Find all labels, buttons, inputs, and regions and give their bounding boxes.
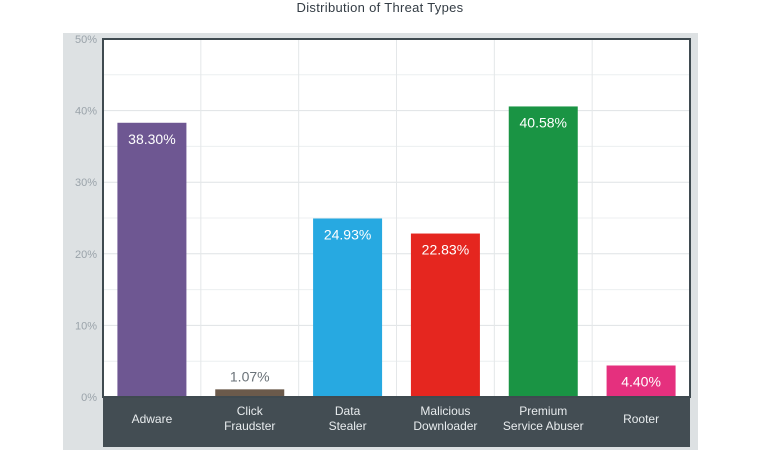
category-label: Rooter — [623, 412, 659, 426]
category-label-line: Service Abuser — [503, 419, 584, 433]
category-label-line: Rooter — [623, 412, 659, 426]
category-label-line: Stealer — [329, 419, 367, 433]
category-label-line: Click — [237, 404, 264, 418]
category-label: Adware — [132, 412, 173, 426]
y-tick-label: 50% — [75, 34, 97, 46]
bar — [313, 218, 383, 397]
y-tick-label: 10% — [75, 320, 97, 332]
category-label-line: Downloader — [413, 419, 477, 433]
bar — [606, 365, 676, 397]
bar — [117, 122, 187, 397]
category-label-line: Fraudster — [224, 419, 275, 433]
y-tick-label: 20% — [75, 249, 97, 261]
chart-title: Distribution of Threat Types — [296, 0, 464, 15]
grid-lines — [103, 38, 690, 398]
value-label: 22.83% — [422, 242, 469, 258]
value-labels: 38.30% 1.07% 24.93% 22.83% 40.58% 4.40% — [128, 114, 661, 389]
category-band — [103, 397, 690, 447]
value-label: 40.58% — [520, 114, 567, 130]
category-label-line: Premium — [519, 404, 567, 418]
bars — [117, 106, 676, 397]
y-tick-label: 40% — [75, 106, 97, 118]
category-label-line: Malicious — [420, 404, 470, 418]
category-label-line: Data — [335, 404, 361, 418]
value-label: 1.07% — [230, 368, 270, 384]
value-label: 38.30% — [128, 131, 175, 147]
bar — [508, 106, 578, 397]
bar — [410, 233, 480, 397]
value-label: 4.40% — [621, 373, 661, 389]
bar — [215, 389, 285, 397]
y-tick-label: 0% — [81, 392, 97, 404]
y-axis-ticks: 0% 10% 20% 30% 40% 50% — [75, 34, 97, 404]
value-label: 24.93% — [324, 227, 371, 243]
plot-border — [102, 38, 691, 398]
y-tick-label: 30% — [75, 177, 97, 189]
category-label-line: Adware — [132, 412, 173, 426]
